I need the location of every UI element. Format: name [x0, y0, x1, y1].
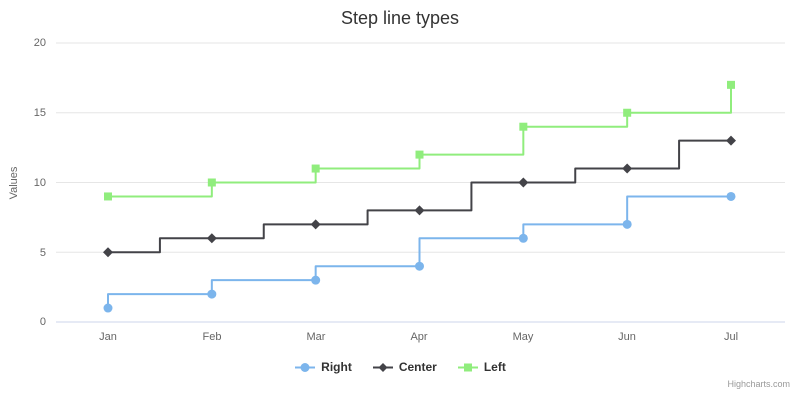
data-point-square	[415, 150, 424, 159]
legend-item-left[interactable]: Left	[457, 360, 506, 374]
y-axis-label-10: 10	[33, 177, 46, 189]
data-point-diamond	[310, 219, 321, 230]
legend-item-center[interactable]: Center	[372, 360, 437, 374]
data-point-diamond	[414, 205, 425, 216]
data-point-circle	[726, 191, 736, 201]
legend-label-right: Right	[321, 360, 352, 374]
data-point-circle	[103, 303, 113, 313]
legend: Right Center Left	[0, 358, 800, 376]
x-axis-label-feb: Feb	[202, 331, 222, 343]
data-point-square	[623, 108, 632, 117]
x-axis-label-may: May	[512, 331, 534, 343]
x-axis-label-jun: Jun	[618, 331, 636, 343]
legend-square-marker-icon	[457, 363, 478, 371]
series-line-left	[107, 83, 732, 198]
data-point-diamond	[622, 163, 633, 174]
x-axis-label-mar: Mar	[306, 331, 326, 343]
legend-item-right[interactable]: Right	[294, 360, 352, 374]
data-point-circle	[518, 233, 528, 243]
y-axis-label-0: 0	[39, 316, 46, 328]
data-point-diamond	[206, 233, 217, 244]
data-point-square	[727, 80, 735, 89]
data-point-square	[519, 122, 528, 131]
x-axis-label-apr: Apr	[410, 331, 428, 343]
x-axis-label-jul: Jul	[723, 331, 739, 343]
legend-label-center: Center	[398, 360, 437, 374]
data-point-square	[104, 192, 112, 201]
legend-circle-marker-icon	[295, 362, 316, 372]
y-axis-label-15: 15	[33, 107, 46, 119]
data-point-diamond	[103, 247, 113, 258]
data-point-square	[311, 164, 320, 173]
data-point-circle	[622, 219, 632, 229]
data-point-diamond	[518, 177, 529, 188]
data-point-circle	[207, 289, 217, 299]
y-axis-label-20: 20	[33, 37, 46, 49]
x-axis-label-jan: Jan	[99, 331, 117, 343]
data-point-circle	[311, 275, 321, 285]
chart-title: Step line types	[340, 8, 460, 28]
legend-label-left: Left	[483, 360, 506, 374]
y-axis-label-5: 5	[39, 247, 46, 259]
highcharts-credits-link[interactable]: Highcharts.com	[727, 379, 790, 389]
data-point-circle	[415, 261, 424, 271]
legend-diamond-marker-icon	[372, 362, 393, 372]
data-point-diamond	[726, 135, 736, 146]
data-point-square	[207, 178, 216, 187]
